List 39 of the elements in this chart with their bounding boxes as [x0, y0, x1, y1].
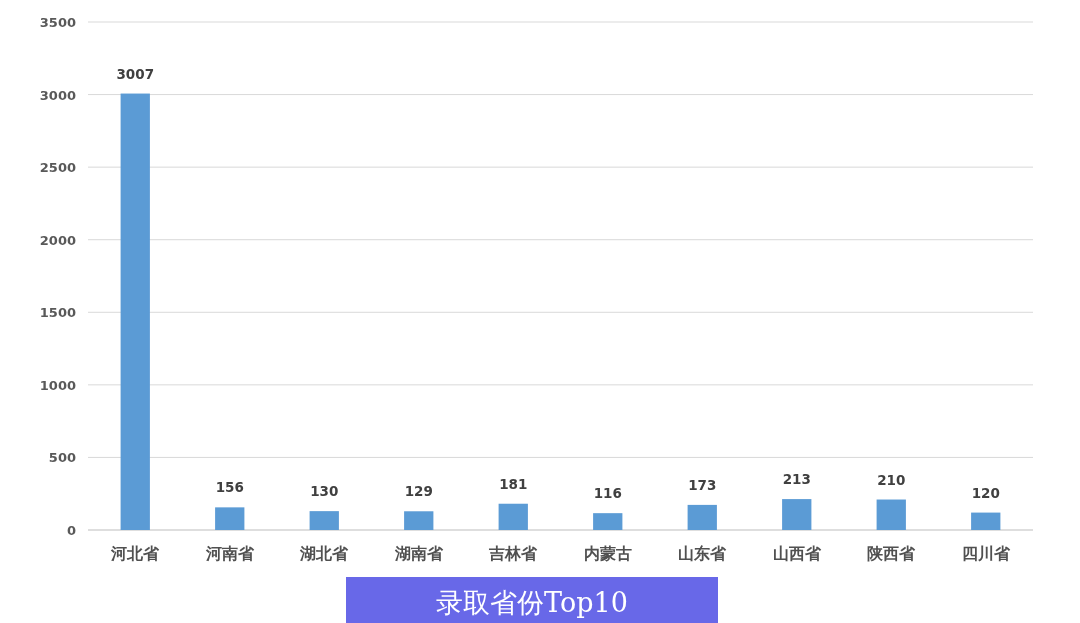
- bar: [498, 503, 528, 530]
- data-label: 116: [593, 485, 622, 502]
- x-tick-label: 吉林省: [488, 544, 539, 563]
- y-tick-label: 3500: [39, 15, 76, 30]
- x-tick-label: 四川省: [961, 544, 1011, 563]
- x-tick-label: 山东省: [678, 544, 728, 563]
- y-tick-label: 2500: [39, 160, 76, 176]
- x-tick-label: 河南省: [204, 544, 255, 563]
- data-label: 129: [404, 483, 433, 500]
- bar: [971, 512, 1001, 530]
- x-tick-label: 湖北省: [299, 544, 350, 563]
- y-tick-label: 500: [48, 450, 76, 466]
- y-tick-label: 1000: [39, 377, 76, 393]
- data-label: 181: [499, 475, 528, 492]
- x-tick-label: 山西省: [772, 544, 822, 563]
- y-tick-label: 3000: [39, 87, 76, 103]
- bar: [120, 93, 150, 530]
- data-label: 210: [877, 471, 906, 488]
- bar: [593, 513, 623, 530]
- bar: [876, 499, 906, 530]
- x-tick-label: 湖南省: [393, 544, 444, 563]
- y-tick-label: 2000: [39, 232, 76, 248]
- data-label: 173: [688, 476, 717, 493]
- bar: [782, 499, 812, 530]
- x-tick-label: 河北省: [110, 544, 161, 563]
- data-label: 120: [971, 484, 1000, 501]
- title: 录取省份Top10: [346, 577, 718, 623]
- x-tick-label: 内蒙古: [583, 544, 632, 563]
- data-label: 156: [215, 479, 244, 496]
- data-label: 3007: [116, 65, 155, 82]
- bar: [687, 504, 717, 530]
- y-tick-label: 0: [66, 523, 76, 538]
- bar: [309, 511, 339, 530]
- bar: [404, 511, 434, 530]
- data-label: 130: [310, 483, 339, 500]
- bar: [215, 507, 245, 530]
- y-tick-label: 1500: [39, 305, 76, 321]
- x-tick-label: 陕西省: [867, 544, 917, 563]
- data-label: 213: [782, 471, 811, 488]
